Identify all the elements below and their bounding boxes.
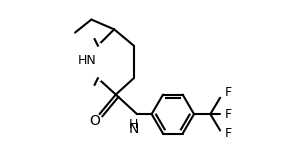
- Text: F: F: [225, 127, 232, 140]
- Text: H: H: [129, 118, 138, 131]
- Text: F: F: [225, 86, 232, 99]
- Text: F: F: [225, 108, 232, 121]
- Text: N: N: [129, 122, 139, 136]
- Text: O: O: [89, 114, 100, 128]
- Text: HN: HN: [78, 54, 97, 67]
